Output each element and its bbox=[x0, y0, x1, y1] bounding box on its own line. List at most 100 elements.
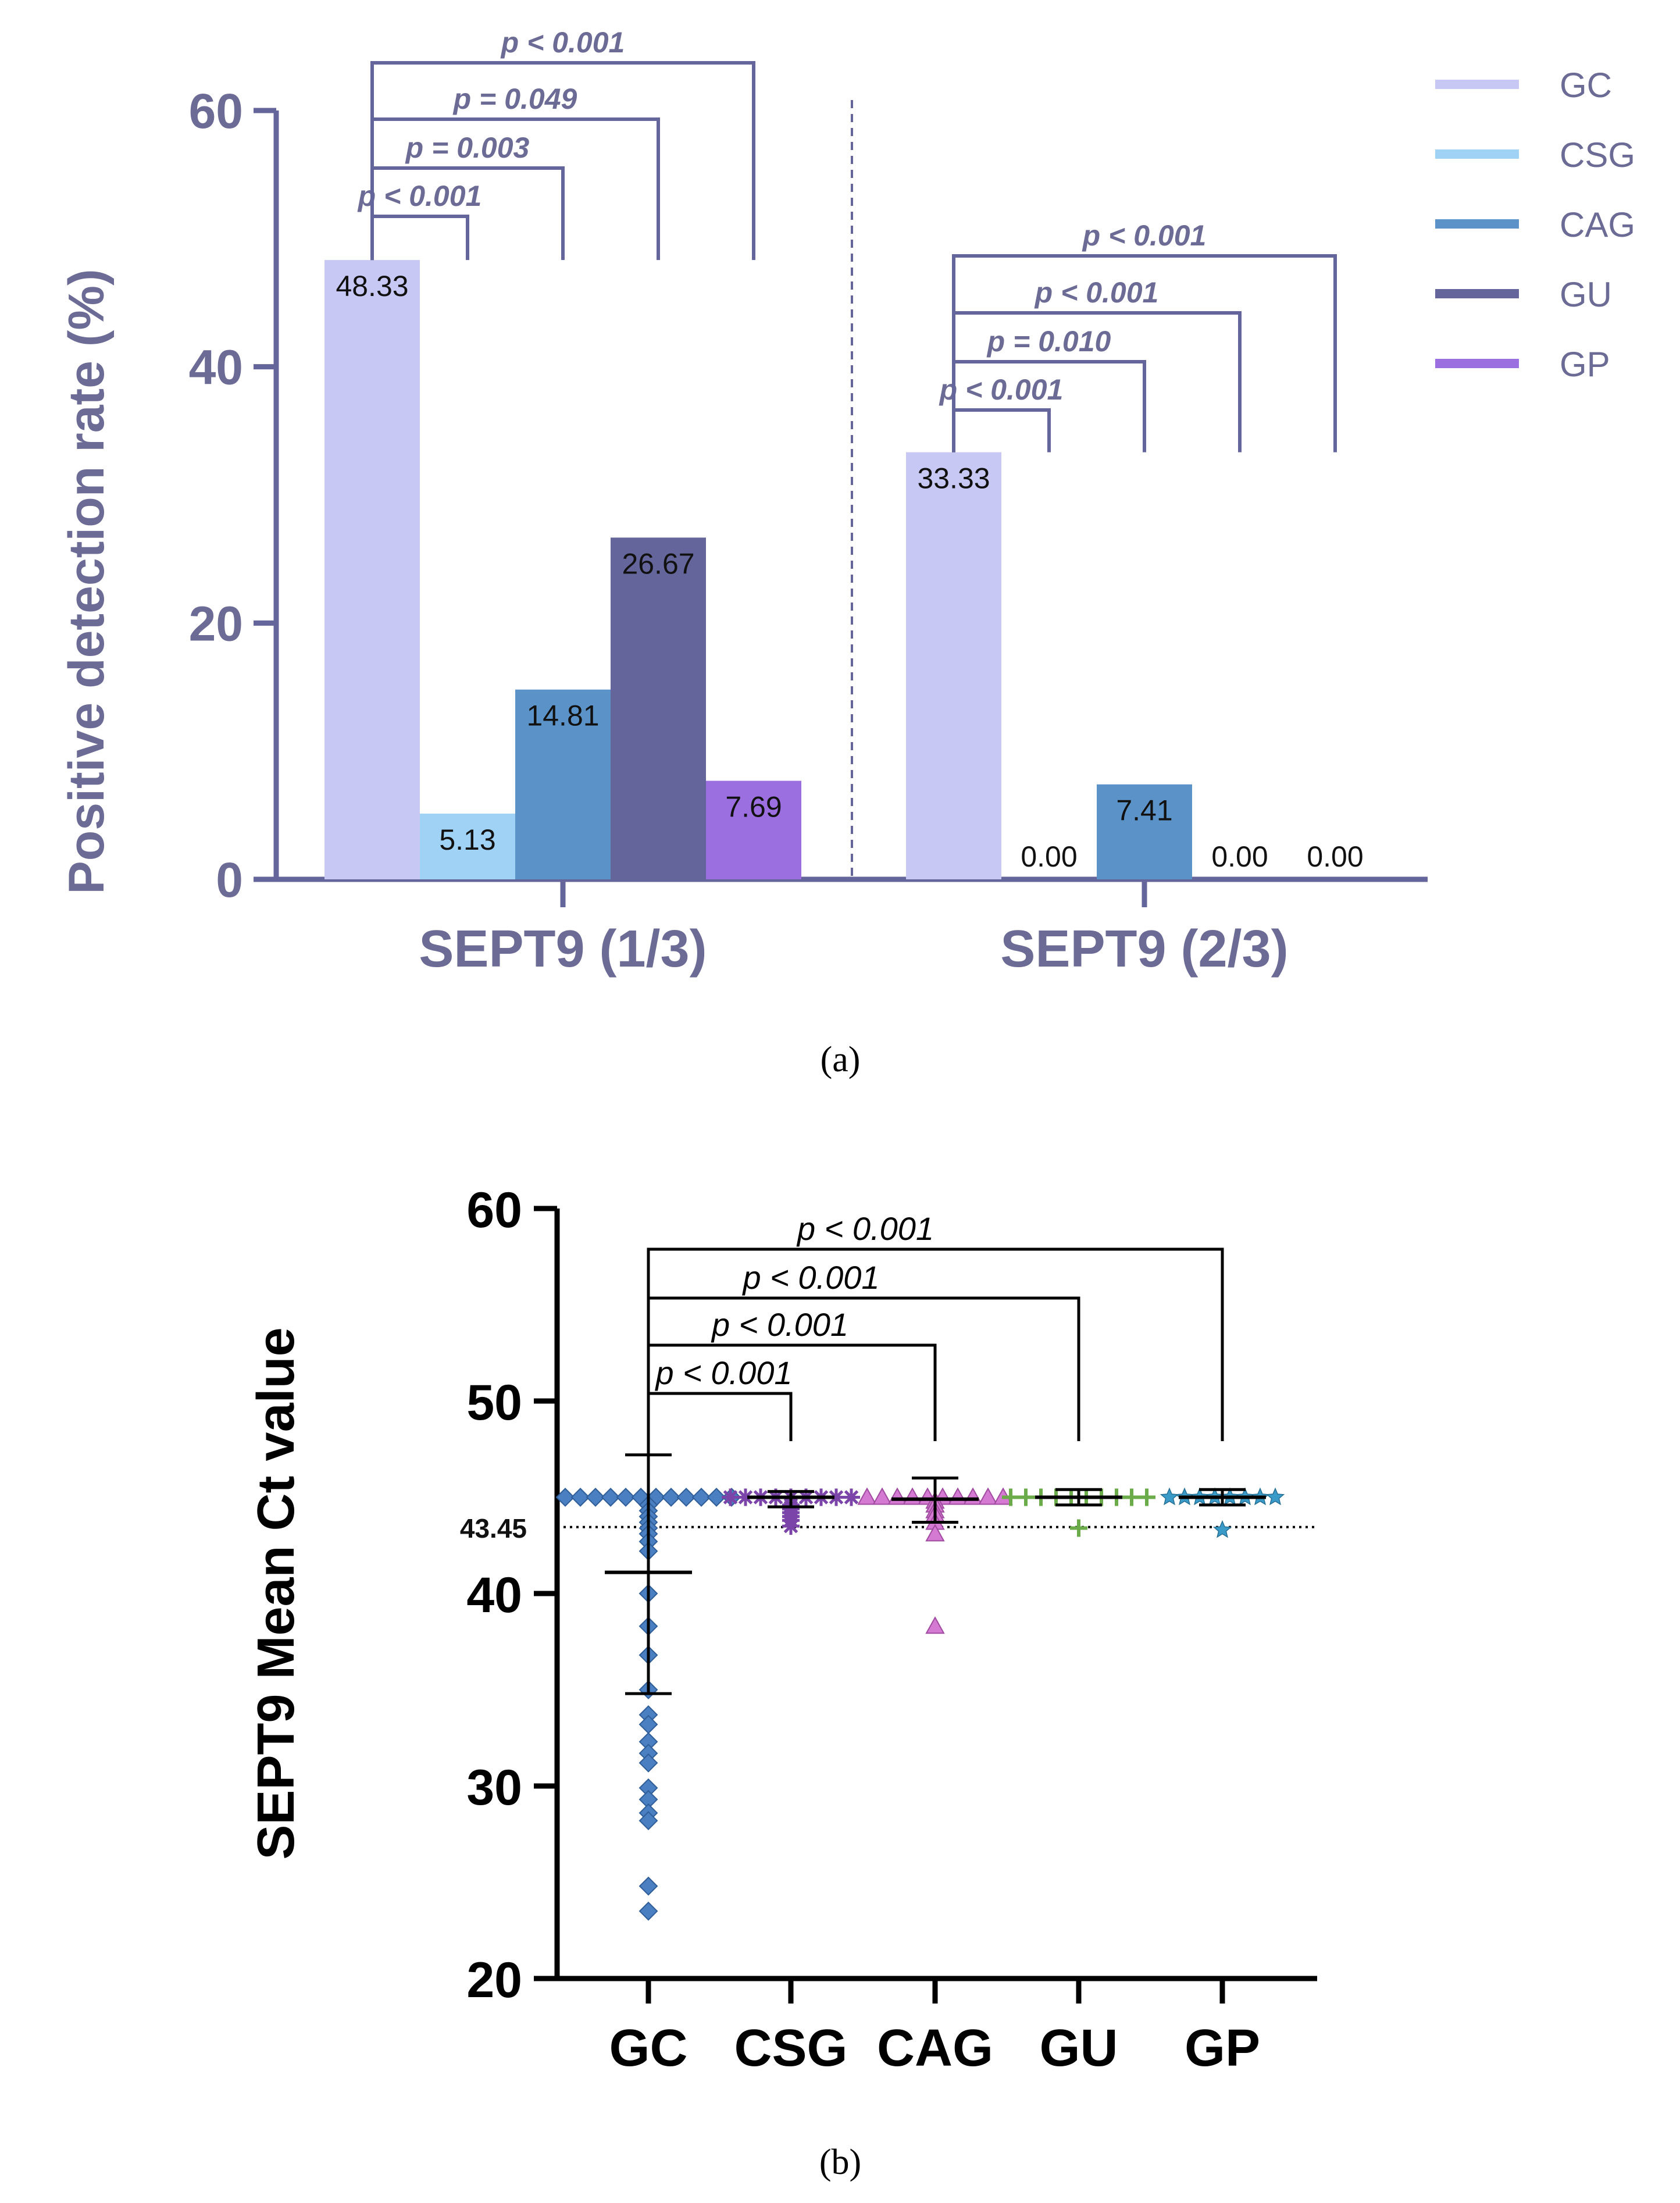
b-point-gc bbox=[661, 1488, 681, 1507]
a-bar-gp-1 bbox=[706, 780, 801, 879]
b-point-gu bbox=[1070, 1519, 1087, 1537]
b-x-category-label: GP bbox=[1185, 2019, 1260, 2077]
b-x-category-label: CAG bbox=[877, 2019, 993, 2077]
b-point-cag bbox=[963, 1487, 983, 1505]
a-p-value-label: p = 0.049 bbox=[452, 83, 577, 115]
b-point-cag bbox=[948, 1487, 968, 1505]
a-legend-label-csg: CSG bbox=[1560, 136, 1635, 174]
b-point-cag bbox=[872, 1487, 892, 1505]
b-point-gp bbox=[1265, 1487, 1285, 1506]
a-bar-value-label: 33.33 bbox=[917, 462, 990, 495]
a-bar-gc-1 bbox=[324, 260, 420, 879]
a-p-value-label: p < 0.001 bbox=[1082, 219, 1207, 252]
b-y-tick-label: 20 bbox=[466, 1952, 522, 2008]
b-point-gu bbox=[1138, 1488, 1155, 1506]
a-significance-bracket bbox=[952, 254, 1337, 452]
b-point-csg bbox=[782, 1517, 800, 1535]
b-point-gc bbox=[691, 1488, 711, 1507]
b-y-tick-label: 50 bbox=[466, 1375, 522, 1431]
a-p-value-label: p < 0.001 bbox=[939, 373, 1064, 406]
a-significance-bracket bbox=[370, 61, 755, 261]
a-significance-bracket bbox=[370, 215, 469, 261]
a-x-category-label: SEPT9 (1/3) bbox=[419, 920, 707, 978]
b-significance-bracket bbox=[647, 1247, 1224, 1455]
b-reference-line-label: 43.45 bbox=[460, 1513, 527, 1543]
b-point-gc bbox=[616, 1488, 636, 1507]
a-bar-cag-1 bbox=[515, 689, 611, 879]
b-x-category-label: CSG bbox=[734, 2019, 847, 2077]
a-p-value-label: p < 0.001 bbox=[500, 26, 625, 59]
a-significance-bracket bbox=[952, 408, 1051, 452]
b-point-gu bbox=[1017, 1488, 1035, 1506]
b-point-gc bbox=[639, 1811, 658, 1830]
a-bar-cag-2 bbox=[1097, 784, 1192, 879]
b-point-csg bbox=[827, 1488, 845, 1506]
b-point-gc bbox=[639, 1714, 658, 1734]
b-point-gc bbox=[639, 1901, 658, 1921]
b-p-value-label: p < 0.001 bbox=[654, 1354, 792, 1391]
b-y-axis-label: SEPT9 Mean Ct value bbox=[247, 1327, 305, 1859]
b-significance-bracket bbox=[647, 1392, 793, 1455]
b-p-value-label: p < 0.001 bbox=[741, 1259, 879, 1296]
b-point-gc bbox=[555, 1488, 575, 1507]
a-p-value-label: p = 0.003 bbox=[405, 131, 530, 164]
b-point-gc bbox=[707, 1488, 726, 1507]
a-bar-value-label: 0.00 bbox=[1307, 840, 1363, 873]
b-y-tick-label: 40 bbox=[466, 1567, 522, 1623]
b-point-cag bbox=[857, 1487, 877, 1505]
a-bar-value-label: 48.33 bbox=[336, 270, 408, 302]
a-legend-label-gc: GC bbox=[1560, 66, 1612, 105]
a-bar-csg-1 bbox=[420, 813, 515, 879]
a-p-value-label: p = 0.010 bbox=[986, 325, 1111, 358]
b-y-tick-label: 30 bbox=[466, 1760, 522, 1816]
b-point-gc bbox=[676, 1488, 696, 1507]
a-legend-label-cag: CAG bbox=[1560, 205, 1635, 244]
b-point-csg bbox=[737, 1488, 754, 1506]
a-y-tick-label: 40 bbox=[189, 340, 243, 395]
a-y-axis-label: Positive detection rate (%) bbox=[59, 269, 115, 894]
b-point-cag bbox=[925, 1616, 945, 1634]
b-x-category-label: GC bbox=[609, 2019, 688, 2077]
b-p-value-label: p < 0.001 bbox=[796, 1210, 934, 1247]
b-point-gc bbox=[570, 1488, 590, 1507]
b-panel-label: (b) bbox=[819, 2143, 861, 2182]
b-point-cag bbox=[978, 1487, 998, 1505]
b-point-gu bbox=[1123, 1488, 1140, 1506]
a-bar-value-label: 7.69 bbox=[725, 791, 782, 824]
a-y-tick-label: 20 bbox=[189, 596, 243, 651]
a-bar-gu-1 bbox=[611, 537, 706, 879]
a-bar-value-label: 26.67 bbox=[622, 547, 694, 580]
a-y-tick-label: 0 bbox=[216, 853, 243, 907]
b-point-gp bbox=[1160, 1487, 1179, 1506]
b-p-value-label: p < 0.001 bbox=[711, 1306, 848, 1343]
a-bar-value-label: 7.41 bbox=[1116, 794, 1172, 827]
b-point-cag bbox=[903, 1487, 922, 1505]
b-point-gc bbox=[639, 1753, 658, 1773]
a-legend-label-gp: GP bbox=[1560, 345, 1610, 384]
a-p-value-label: p < 0.001 bbox=[357, 180, 482, 212]
a-y-tick-label: 60 bbox=[189, 84, 243, 138]
b-point-gc bbox=[586, 1488, 605, 1507]
b-point-gc bbox=[601, 1488, 620, 1507]
a-bar-value-label: 5.13 bbox=[439, 824, 495, 856]
panel-b-scatter-chart: SEPT9 Mean Ct value (b) 20 30 40 50 60 43.45… bbox=[247, 1182, 1317, 2182]
a-bar-gc-2 bbox=[906, 452, 1001, 879]
panel-a-bar-chart: Positive detection rate (%) (a) 0204060 … bbox=[59, 26, 1635, 1079]
a-panel-label: (a) bbox=[821, 1040, 861, 1079]
a-bar-value-label: 0.00 bbox=[1211, 840, 1268, 873]
a-bar-value-label: 14.81 bbox=[526, 700, 599, 732]
a-p-value-label: p < 0.001 bbox=[1034, 276, 1159, 309]
b-point-gp bbox=[1212, 1520, 1232, 1538]
b-point-gu bbox=[1002, 1488, 1019, 1506]
b-point-csg bbox=[843, 1488, 860, 1506]
b-point-cag bbox=[925, 1524, 945, 1542]
a-bar-value-label: 0.00 bbox=[1021, 840, 1077, 873]
b-point-csg bbox=[722, 1488, 739, 1506]
a-x-category-label: SEPT9 (2/3) bbox=[1000, 920, 1288, 978]
b-point-cag bbox=[887, 1487, 907, 1505]
a-legend-label-gu: GU bbox=[1560, 275, 1612, 314]
b-y-tick-label: 60 bbox=[466, 1182, 522, 1238]
b-x-category-label: GU bbox=[1040, 2019, 1118, 2077]
b-point-gc bbox=[639, 1876, 658, 1896]
